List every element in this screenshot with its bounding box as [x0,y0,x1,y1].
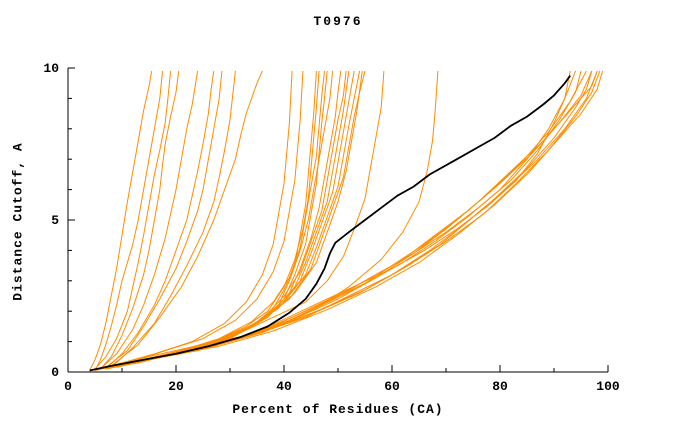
model-curve [127,70,604,364]
highlighted-model-curve [89,75,571,372]
model-curve [121,70,601,364]
model-curve [121,70,363,365]
model-curve [121,70,366,367]
model-curve [121,70,598,365]
y-tick-label: 0 [51,365,59,380]
x-tick-label: 80 [492,379,508,394]
model-curve [100,70,180,370]
y-tick-label: 10 [43,61,59,76]
x-axis-title: Percent of Residues (CA) [232,402,444,417]
model-curve [105,70,577,368]
x-tick-label: 60 [384,379,400,394]
model-curve [100,70,304,370]
model-curve [89,70,153,371]
model-curve [110,70,263,367]
model-curve [105,70,582,368]
y-tick-label: 5 [51,213,59,228]
model-curve [111,70,350,368]
model-curve [111,70,587,367]
model-curve [94,70,163,371]
chart-title: T0976 [313,14,363,29]
model-curve [116,70,598,367]
y-axis-title: Distance Cutoff, A [10,142,26,301]
x-tick-label: 100 [596,379,620,394]
model-curve [105,70,223,368]
model-curve [111,70,439,367]
model-curve [105,70,215,370]
x-tick-label: 40 [276,379,292,394]
model-curve [110,70,236,368]
model-curve [94,70,172,370]
model-curve [100,70,199,370]
model-curve [111,70,593,367]
x-tick-label: 0 [64,379,72,394]
x-tick-label: 20 [168,379,184,394]
